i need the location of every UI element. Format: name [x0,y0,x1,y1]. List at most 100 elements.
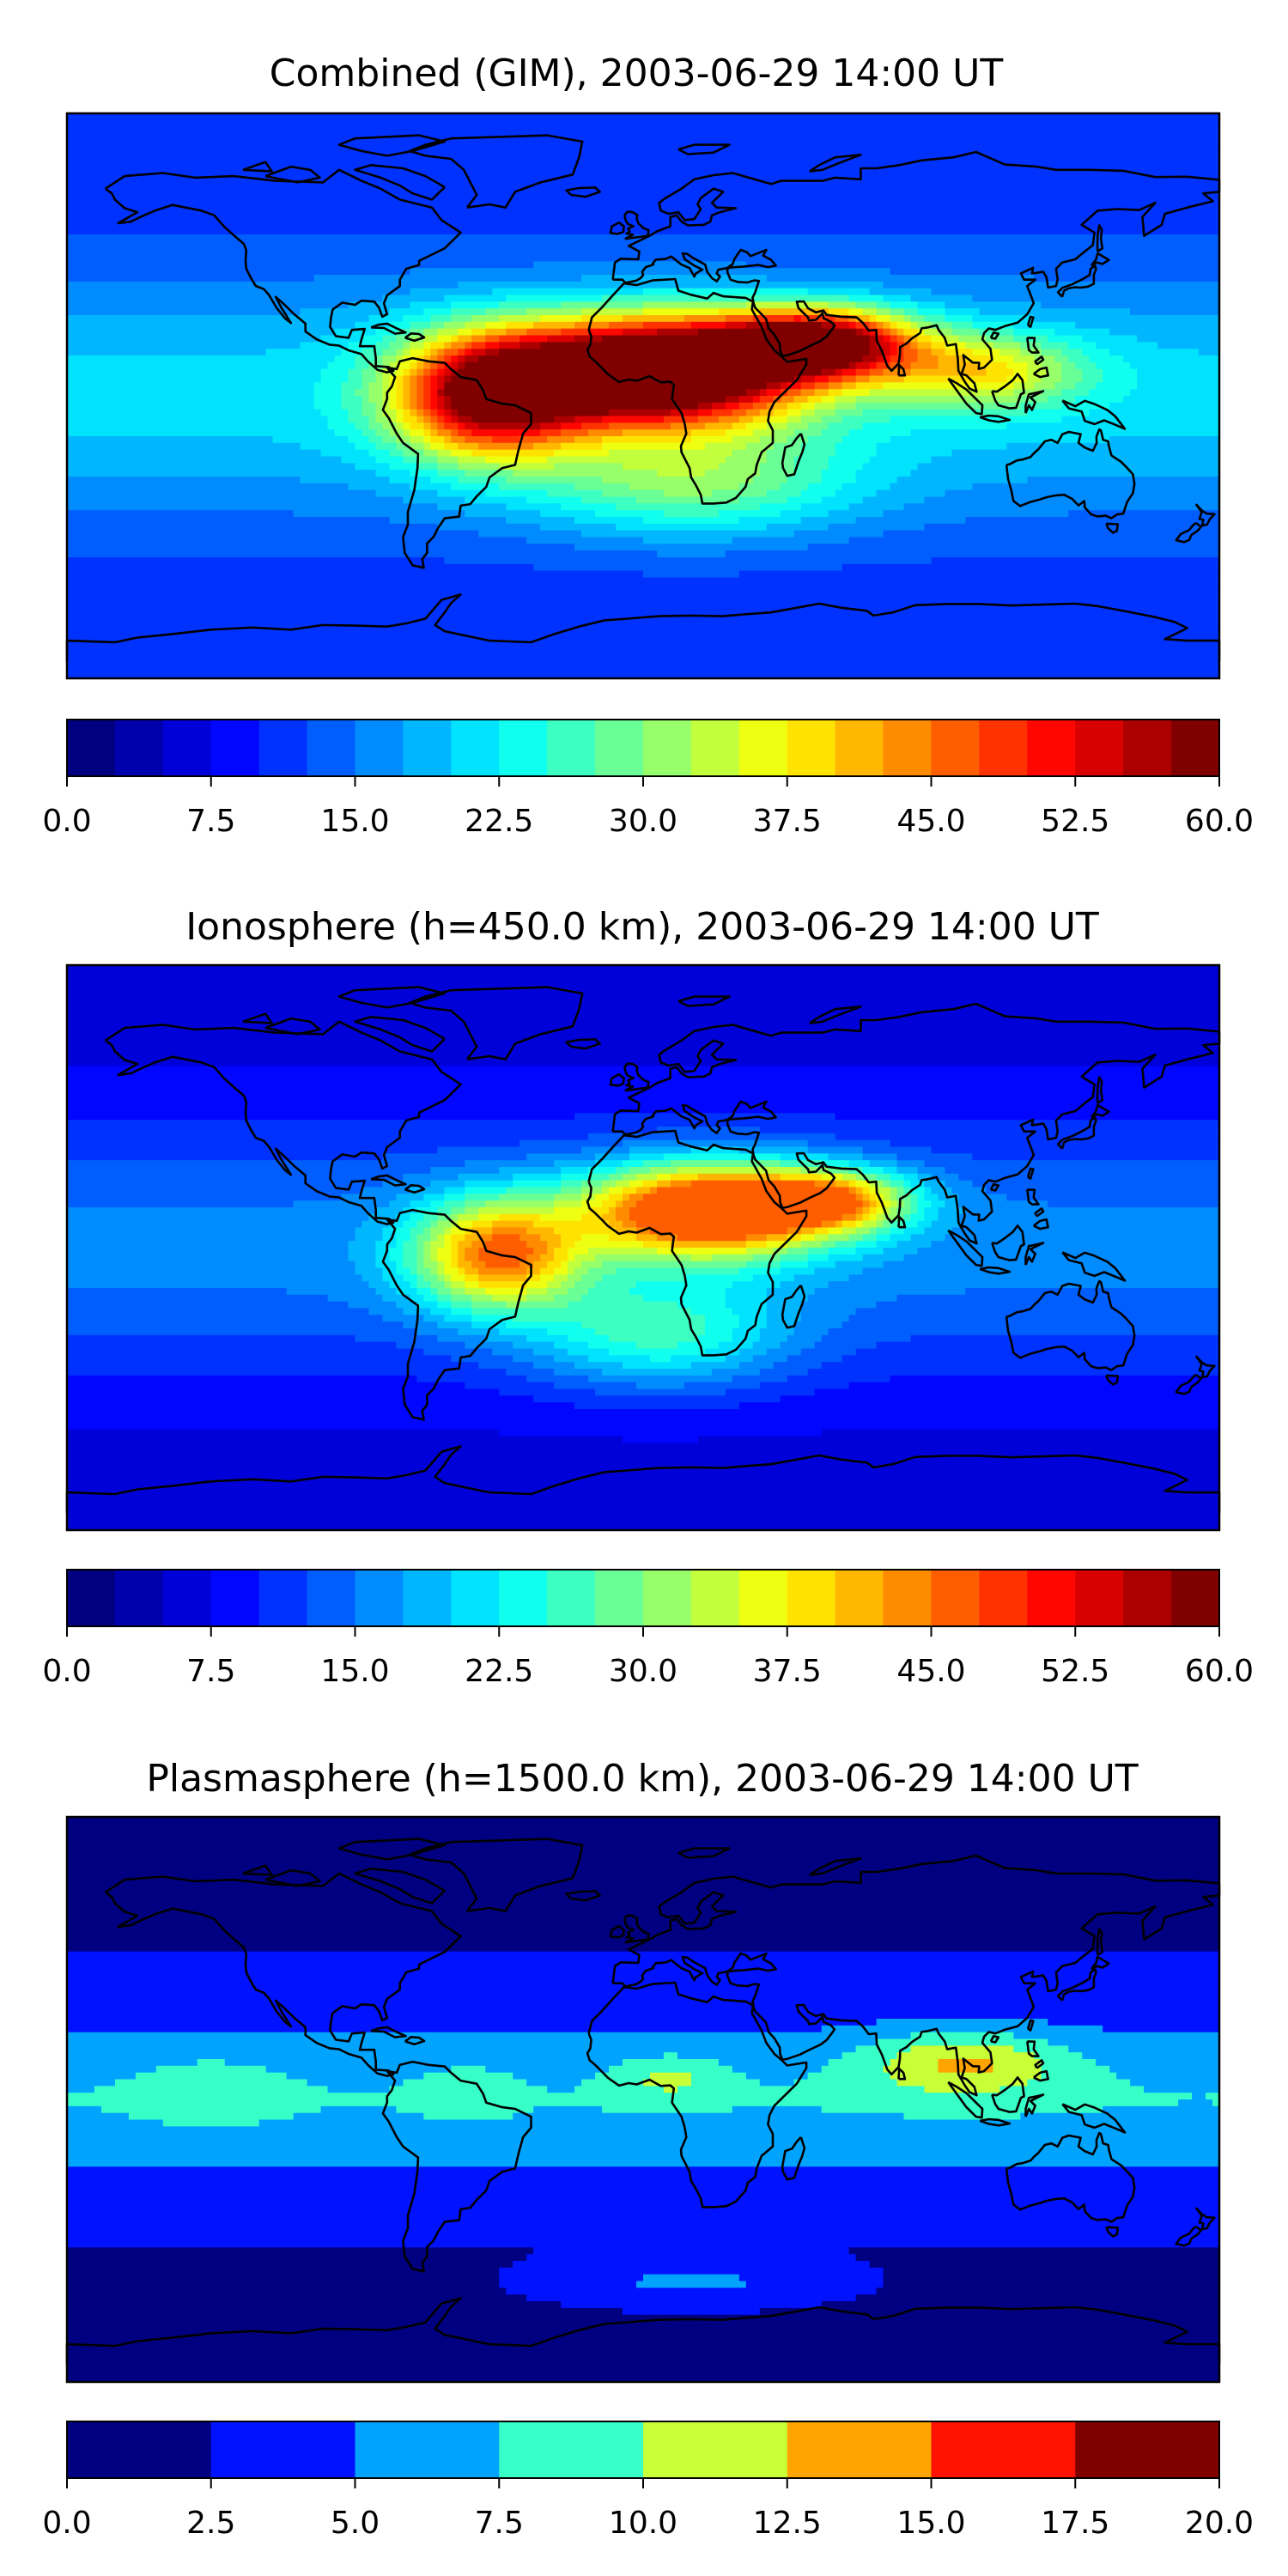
coastline-new-guinea [1061,1251,1127,1282]
colorbar-swatch [258,720,308,776]
coastline-antarctica [65,2297,1221,2365]
colorbar-swatch [643,2421,788,2478]
coastline-tasmania [1105,2226,1120,2238]
coastline-baffin [354,1867,446,1905]
colorbar-tick-label: 10.0 [609,2506,677,2541]
colorbar-swatches-ionosphere [67,1570,1220,1626]
coastline-new-zealand-south [1175,522,1203,544]
colorbar-tick-label: 60.0 [1185,1654,1254,1689]
colorbar-swatch [114,1570,164,1626]
coastline-greenland [408,986,584,1060]
colorbar-swatch [1075,1570,1124,1626]
coastline-taiwan [1026,1167,1035,1180]
colorbar-swatch [499,2421,644,2478]
colorbar-tick-label: 5.0 [331,2506,380,2541]
coastline-tasmania [1105,1374,1120,1386]
colorbar-swatch [499,720,548,776]
coastline-svalbard [677,143,731,155]
colorbar-tick-label: 37.5 [753,804,822,839]
colorbar-swatch [258,1570,308,1626]
coastline-philippines-luzon [1026,1188,1040,1206]
colorbar-tick-label: 37.5 [753,1654,822,1689]
map-title-ionosphere: Ionosphere (h=450.0 km), 2003-06-29 14:0… [185,905,1099,949]
colorbar-swatch [643,1570,692,1626]
colorbar-swatch [931,2421,1076,2478]
colorbar-plasmasphere: 0.0 2.5 5.0 7.5 10.0 12.5 15.0 17.5 20.0 [42,2421,1254,2541]
coastline-hispaniola [404,2035,426,2046]
coastline-sulawesi [1024,390,1045,414]
coastline-africa [586,1981,808,2208]
coastline-philippines-mindanao [1033,366,1049,379]
colorbar-swatch [1123,720,1172,776]
panel-plasmasphere: Plasmasphere (h=1500.0 km), 2003-06-29 1… [42,1757,1254,2541]
coastline-sakhalin [1096,1076,1104,1104]
colorbar-swatch [595,1570,644,1626]
coastline-ireland [609,1924,625,1939]
coastline-tasmania [1105,522,1120,534]
colorbar-tick-label: 52.5 [1041,1654,1109,1689]
colorbar-swatch [979,720,1028,776]
colorbar-swatch [1027,1570,1076,1626]
colorbar-tick-label: 2.5 [186,2506,235,2541]
coastlines-combined [65,134,1221,661]
colorbar-tick-label: 22.5 [465,1654,533,1689]
coastline-australia [1005,428,1136,519]
colorbar-tick-label: 60.0 [1185,804,1254,839]
colorbar-tick-label: 45.0 [896,804,965,839]
coastline-sumatra [947,1229,984,1267]
coastline-japan-honshu [1056,1968,1097,2002]
map-title-plasmasphere: Plasmasphere (h=1500.0 km), 2003-06-29 1… [146,1757,1138,1801]
coastline-britain [623,210,650,240]
coastline-hispaniola [404,1183,426,1194]
coastline-sakhalin [1096,1928,1104,1956]
colorbar-tick-label: 45.0 [896,1654,965,1689]
map-frame-combined [65,112,1221,680]
colorbar-swatch [547,720,596,776]
coastline-madagascar [781,2136,806,2181]
coastline-ellesmere [337,986,447,1009]
coastline-britain [623,1062,650,1092]
field-plasmasphere [67,1817,1220,2383]
colorbar-swatch [114,720,164,776]
map-title-combined: Combined (GIM), 2003-06-29 14:00 UT [270,52,1004,95]
coastline-sri-lanka [897,1215,907,1229]
colorbar-swatch [499,1570,548,1626]
coastline-banks [242,1012,273,1024]
coastline-south-america [381,2060,532,2273]
colorbar-tick-label: 15.0 [320,804,389,839]
colorbar-swatches-plasmasphere [67,2421,1220,2478]
coastline-hokkaido [1090,1103,1110,1119]
colorbar-tick-label: 7.5 [186,804,235,839]
colorbar-swatch [690,720,740,776]
coastline-britain [623,1914,650,1944]
coastline-hainan [989,2034,1000,2044]
coastline-sri-lanka [897,2067,907,2081]
colorbar-swatch [451,720,500,776]
coastline-ireland [609,221,625,235]
colorbar-swatch [67,2421,212,2478]
colorbar-swatch [210,2421,355,2478]
coastline-philippines-visayas [1034,1206,1045,1218]
coastline-sulawesi [1024,1242,1045,1266]
colorbar-swatch [787,1570,836,1626]
coastline-iceland [565,1038,602,1050]
colorbar-swatch [883,720,932,776]
coastline-svalbard [677,1847,731,1859]
coastline-sumatra [947,377,984,416]
colorbar-swatch [307,720,355,776]
colorbar-tick-label: 12.5 [753,2506,822,2541]
coastline-sakhalin [1096,224,1104,252]
coastline-banks [242,161,273,173]
coastline-cuba [370,1174,407,1187]
coastline-greenland [408,134,584,209]
coastline-philippines-luzon [1026,2040,1040,2057]
colorbar-swatch [1171,720,1220,776]
field-ionosphere [67,965,1220,1531]
colorbar-tick-label: 22.5 [465,804,533,839]
map-frame-plasmasphere [65,1815,1221,2384]
coastlines-plasmasphere [65,1838,1221,2365]
colorbar-tick-label: 20.0 [1185,2506,1254,2541]
coastline-cuba [370,2026,407,2038]
map-plasmasphere [65,1815,1221,2384]
coastline-hokkaido [1090,1955,1110,1971]
